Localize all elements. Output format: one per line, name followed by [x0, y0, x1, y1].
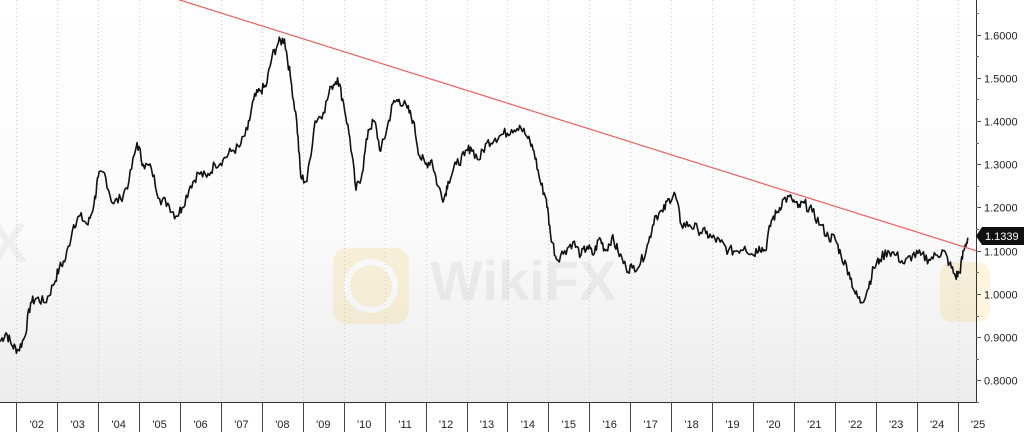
x-tick-label: '13: [480, 419, 494, 431]
last-value-label: 1.1339: [985, 231, 1019, 243]
y-tick-label: 1.4000: [984, 117, 1018, 129]
x-tick-label: '04: [112, 419, 126, 431]
x-tick-label: '23: [889, 419, 903, 431]
x-tick-label: '20: [766, 419, 780, 431]
y-tick-label: 1.2000: [984, 203, 1018, 215]
last-value-badge-background: [976, 227, 1024, 246]
x-tick-label: '03: [71, 419, 85, 431]
x-tick-label: '22: [848, 419, 862, 431]
x-tick-label: '21: [807, 419, 821, 431]
y-axis: 0.8000 0.9000 1.0000 1.1000 1.2000 1.3000 1.40…: [976, 13, 1018, 403]
x-tick-label: '14: [521, 419, 535, 431]
x-axis: '02 '03 '04 '05 '06 '07 '08 '09 '10 '11 '12 '13 '14 '…: [16, 402, 985, 432]
x-tick-label: '02: [30, 419, 44, 431]
svg-text:WikiFX: WikiFX: [430, 249, 616, 312]
x-tick-label: '15: [562, 419, 576, 431]
x-tick-label: '07: [234, 419, 248, 431]
x-tick-label: '16: [603, 419, 617, 431]
y-tick-label: 1.5000: [984, 74, 1018, 86]
y-tick-label: 1.0000: [984, 290, 1018, 302]
y-tick-label: 0.8000: [984, 376, 1018, 388]
x-tick-label: '08: [275, 419, 289, 431]
y-tick-label: 1.3000: [984, 160, 1018, 172]
last-value-badge: 1.1339: [976, 227, 1024, 246]
y-tick-label: 0.9000: [984, 333, 1018, 345]
x-tick-label: '11: [398, 419, 412, 431]
svg-text:X: X: [0, 211, 27, 274]
x-tick-label: '05: [152, 419, 166, 431]
series-line-price: [0, 36, 969, 355]
x-tick-label: '17: [643, 419, 657, 431]
x-tick-label: '25: [971, 419, 985, 431]
x-tick-label: '18: [684, 419, 698, 431]
y-tick-label: 1.6000: [984, 31, 1018, 43]
x-tick-label: '06: [193, 419, 207, 431]
x-tick-label: '19: [725, 419, 739, 431]
x-tick-label: '24: [930, 419, 944, 431]
x-tick-label: '10: [357, 419, 371, 431]
y-tick-label: 1.1000: [984, 247, 1018, 259]
x-tick-label: '09: [316, 419, 330, 431]
x-tick-label: '12: [439, 419, 453, 431]
series-line-trendline: [177, 0, 977, 252]
series-layer: [0, 0, 977, 355]
plot-background: [0, 0, 976, 402]
watermark-logo: WikiFX X: [0, 211, 990, 324]
